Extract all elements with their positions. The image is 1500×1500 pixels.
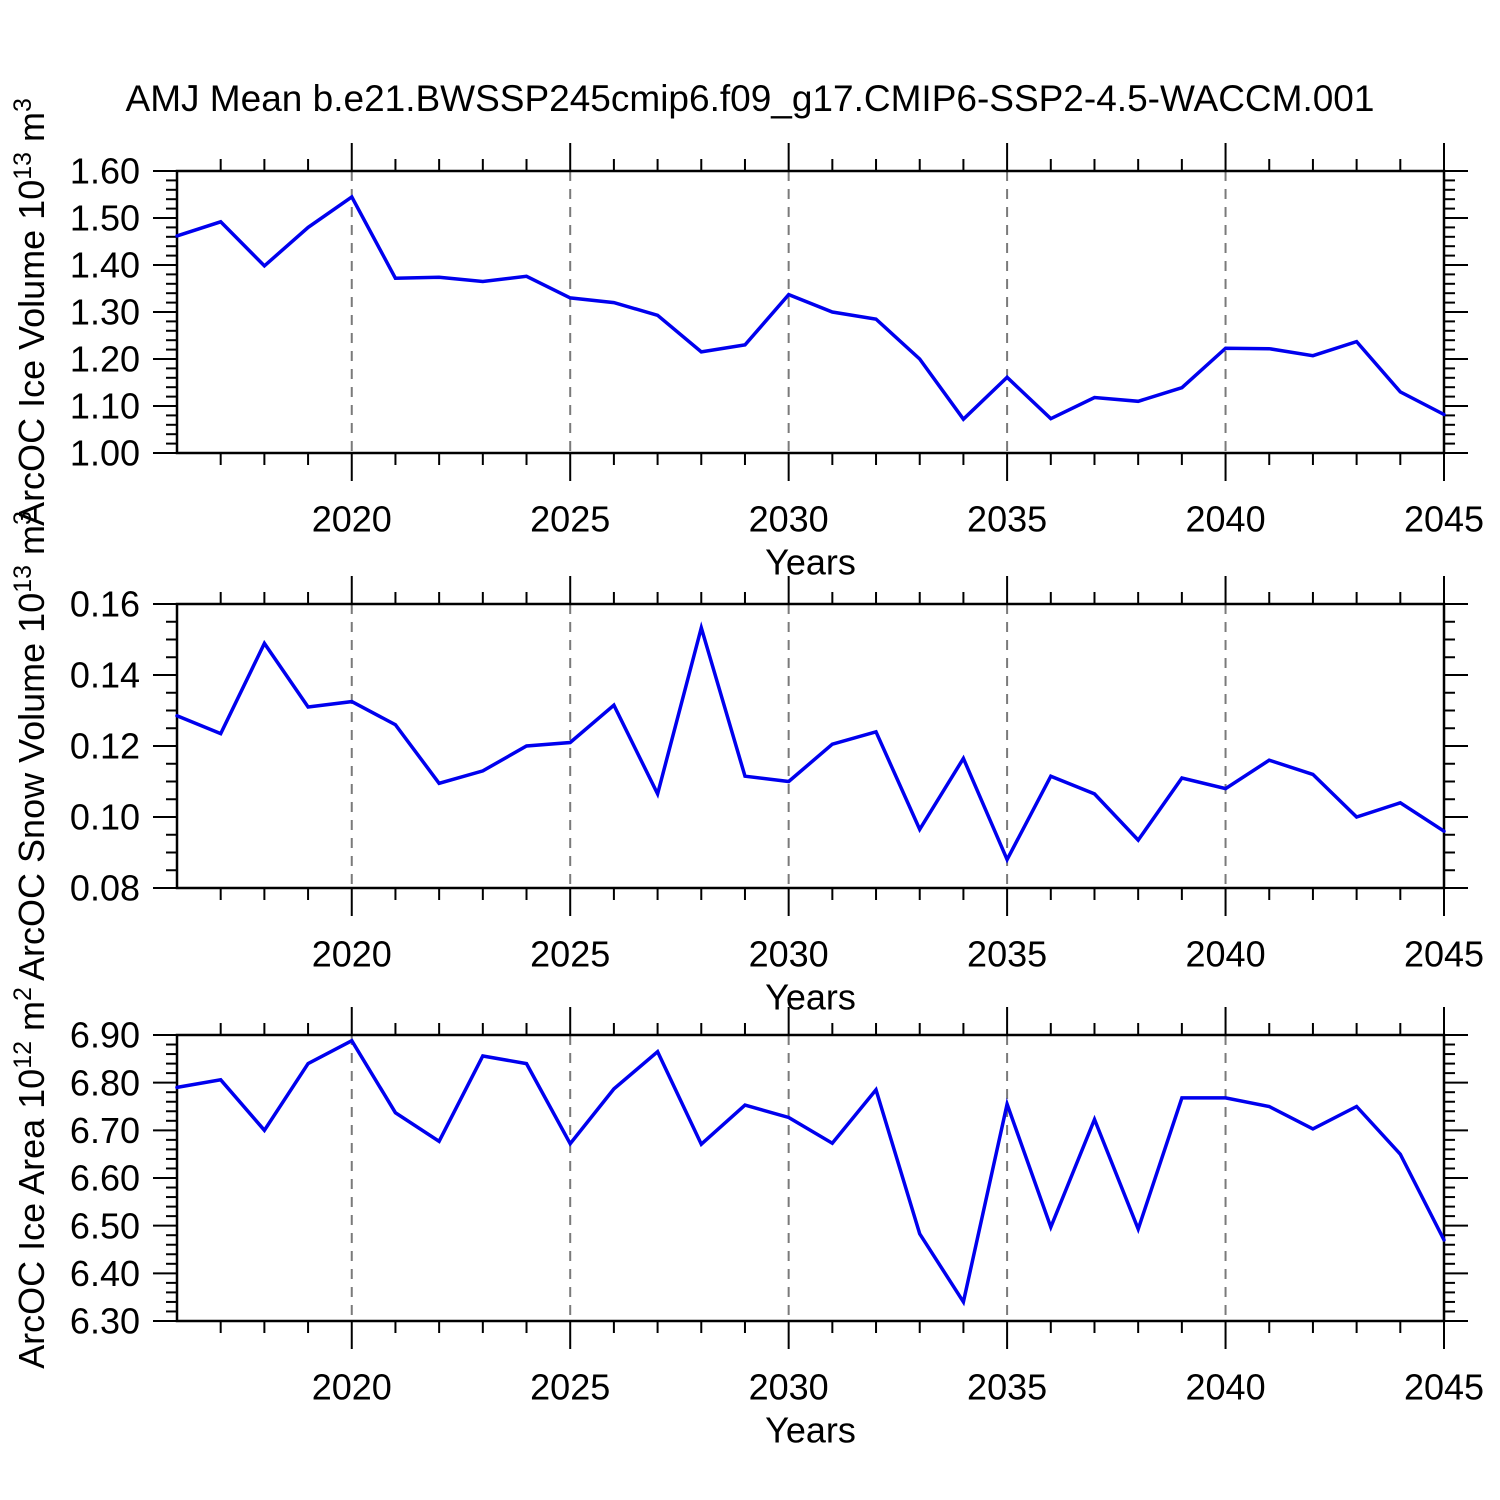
x-tick-label: 2035: [967, 934, 1047, 975]
x-tick-label: 2035: [967, 499, 1047, 540]
x-tick-label: 2040: [1186, 499, 1266, 540]
y-tick-label: 0.16: [70, 584, 140, 625]
x-tick-label: 2025: [530, 934, 610, 975]
ice-area-line: [175, 1038, 1446, 1307]
y-tick-label: 6.70: [70, 1110, 140, 1151]
y-axis-title: ArcOC Snow Volume 1013 m3: [9, 511, 52, 981]
x-tick-label: 2020: [312, 499, 392, 540]
y-axis-title: ArcOC Ice Area 1012 m2: [9, 987, 52, 1369]
plot-box: [175, 169, 1446, 455]
plot-box: [175, 1033, 1446, 1323]
x-tick-label: 2020: [312, 934, 392, 975]
y-tick-label: 1.60: [70, 151, 140, 192]
x-tick-label: 2025: [530, 1367, 610, 1408]
y-tick-label: 1.20: [70, 339, 140, 380]
x-tick-label: 2030: [749, 1367, 829, 1408]
x-axis-title: Years: [765, 1410, 856, 1451]
y-tick-label: 0.10: [70, 797, 140, 838]
y-tick-label: 6.80: [70, 1062, 140, 1103]
y-tick-label: 6.50: [70, 1205, 140, 1246]
snow-volume-panel: 0.08 0.10 0.12 0.14 0.16 2020 2025 2030 2035 2040…: [9, 511, 1484, 1018]
y-axis-title: ArcOC Ice Volume 1013 m3: [9, 98, 52, 526]
x-tick-label: 2030: [749, 499, 829, 540]
y-tick-label: 6.40: [70, 1253, 140, 1294]
y-tick-label: 6.30: [70, 1301, 140, 1342]
x-tick-label: 2040: [1186, 934, 1266, 975]
y-tick-label: 0.08: [70, 868, 140, 909]
plot-box: [175, 602, 1446, 890]
chart-title: AMJ Mean b.e21.BWSSP245cmip6.f09_g17.CMI…: [125, 78, 1375, 119]
y-tick-label: 0.14: [70, 655, 140, 696]
x-tick-label: 2040: [1186, 1367, 1266, 1408]
y-tick-label: 6.90: [70, 1015, 140, 1056]
ice-volume-panel: 1.00 1.10 1.20 1.30 1.40 1.50 1.60 2020 2025 2030…: [9, 98, 1484, 583]
y-tick-label: 1.40: [70, 245, 140, 286]
x-tick-label: 2025: [530, 499, 610, 540]
y-tick-label: 1.10: [70, 386, 140, 427]
x-tick-label: 2035: [967, 1367, 1047, 1408]
y-tick-label: 1.00: [70, 433, 140, 474]
ice-area-panel: 6.30 6.40 6.50 6.60 6.70 6.80 6.90 2020 2025 2030…: [9, 987, 1484, 1451]
ice-volume-line: [175, 194, 1446, 422]
x-tick-label: 2045: [1404, 1367, 1484, 1408]
x-axis-title: Years: [765, 542, 856, 583]
y-tick-label: 6.60: [70, 1158, 140, 1199]
snow-volume-line: [175, 621, 1446, 864]
y-tick-label: 0.12: [70, 726, 140, 767]
y-tick-label: 1.30: [70, 292, 140, 333]
x-axis-title: Years: [765, 977, 856, 1018]
x-tick-label: 2030: [749, 934, 829, 975]
x-tick-label: 2045: [1404, 934, 1484, 975]
y-tick-label: 1.50: [70, 198, 140, 239]
x-tick-label: 2020: [312, 1367, 392, 1408]
x-tick-label: 2045: [1404, 499, 1484, 540]
